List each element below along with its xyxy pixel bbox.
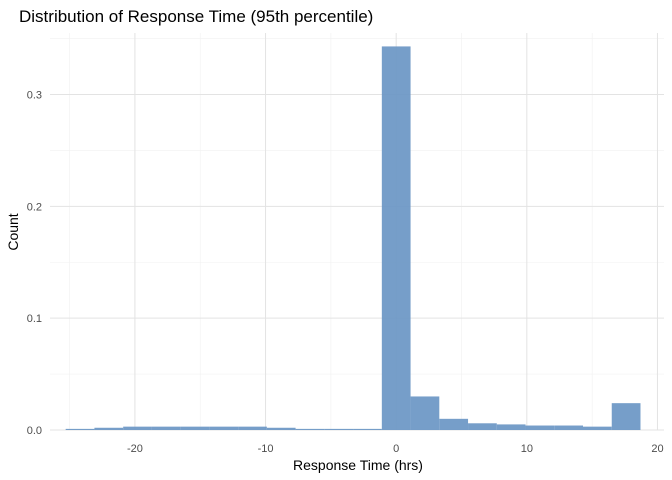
histogram-bar [94,427,124,430]
histogram-bar [295,428,325,430]
histogram-bar [439,418,469,430]
y-tick-label: 0.3 [27,90,42,102]
histogram-bar [554,425,584,430]
histogram-bar [238,426,267,430]
x-tick-label: 10 [521,443,533,455]
histogram-bar [266,427,296,430]
histogram-bar [468,423,497,430]
chart-title: Distribution of Response Time (95th perc… [19,7,373,26]
histogram-bar [611,403,641,430]
histogram-bar [151,426,181,430]
histogram-bar [525,425,555,430]
histogram-bar [123,426,152,430]
y-axis-ticks: 0.0 0.1 0.2 0.3 [27,90,42,437]
grid [50,33,664,431]
histogram-bar [180,426,210,430]
y-tick-label: 0.0 [27,425,42,437]
x-tick-label: -20 [127,443,143,455]
x-tick-label: -10 [258,443,274,455]
histogram-bar [410,396,440,430]
y-tick-label: 0.1 [27,313,42,325]
histogram-bar [209,426,239,430]
y-tick-label: 0.2 [27,201,42,213]
histogram-bar [324,428,354,430]
histogram-bar [583,426,612,430]
bars [65,46,641,431]
histogram-bar [381,46,411,431]
y-axis-label: Count [5,213,21,250]
x-tick-label: 0 [393,443,399,455]
histogram-bar [65,428,95,430]
x-axis-label: Response Time (hrs) [293,457,423,473]
x-tick-label: 20 [651,443,663,455]
x-axis-ticks: -20 -10 0 10 20 [127,443,664,455]
histogram-bar [496,424,526,430]
histogram-bar [353,428,382,430]
